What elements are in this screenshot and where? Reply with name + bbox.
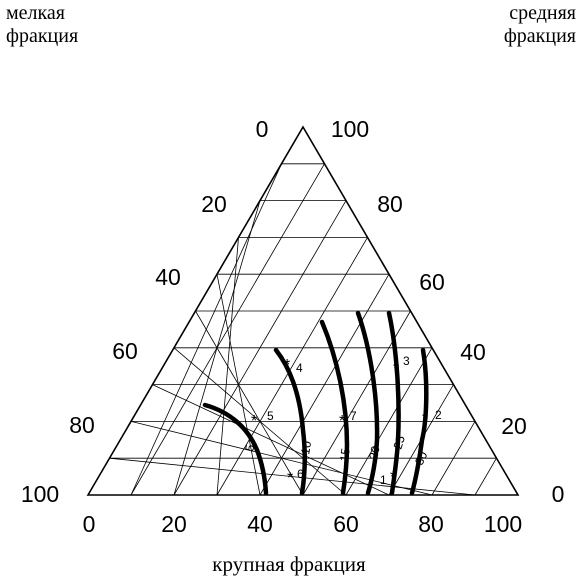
curve-label-5: 5 [242, 443, 257, 453]
grid-line-left-parallel [345, 347, 433, 496]
point-label-6: 6 [297, 467, 304, 481]
curve-label-10: 10 [298, 440, 314, 456]
fine-fraction-line1: мелкая [6, 2, 66, 24]
grid-line-right-parallel [130, 421, 433, 496]
curve-label-20: 20 [366, 444, 383, 460]
point-4: * 4 [284, 357, 303, 375]
contour-curve-10 [273, 347, 308, 496]
point-label-3: 3 [403, 354, 410, 368]
point-6: * 6 [287, 467, 304, 487]
bottom-axis-ticks: 0 20 40 60 80 100 [83, 511, 523, 537]
bottom-tick-80: 80 [418, 511, 444, 537]
contour-curve-5 [202, 402, 269, 496]
point-label-5: 5 [267, 409, 274, 423]
contour-curve-20 [355, 310, 380, 496]
right-tick-60: 60 [419, 269, 445, 295]
svg-text:*: * [390, 469, 396, 486]
point-3: * 3 [393, 354, 410, 378]
svg-text:*: * [422, 411, 428, 428]
curve-labels: 5 10 15 20 25 30 [242, 434, 430, 468]
left-tick-0: 0 [256, 116, 269, 142]
curve-label-15: 15 [337, 447, 353, 462]
curve-label-25: 25 [391, 434, 409, 451]
data-points: * 1 * 2 * 3 * 4 * 5 * 6 * 7 [251, 354, 442, 487]
point-7: * 7 [339, 409, 357, 430]
svg-text:*: * [284, 357, 290, 374]
left-tick-20: 20 [201, 191, 227, 217]
svg-text:*: * [287, 470, 293, 487]
contour-curve-15 [319, 319, 350, 496]
point-label-4: 4 [296, 361, 303, 375]
right-tick-80: 80 [377, 191, 403, 217]
contour-curves [202, 310, 429, 496]
left-tick-40: 40 [155, 264, 181, 290]
point-5: * 5 [251, 409, 274, 430]
fine-fraction-label: мелкая фракция [6, 2, 78, 48]
grid-line-right-parallel [195, 310, 304, 496]
grid-line-left-parallel [474, 457, 497, 496]
medium-fraction-line1: средняя [509, 2, 576, 24]
contour-curve-30 [409, 347, 429, 496]
fine-fraction-line2: фракция [6, 25, 79, 47]
bottom-tick-60: 60 [333, 511, 359, 537]
grid-line-left-parallel [431, 421, 476, 496]
medium-fraction-line2: фракция [503, 25, 576, 47]
point-label-7: 7 [350, 409, 357, 423]
svg-text:*: * [339, 413, 345, 430]
curve-label-30: 30 [412, 449, 430, 467]
svg-text:*: * [251, 413, 257, 430]
grid-line-left-parallel [216, 237, 368, 496]
right-tick-100: 100 [331, 116, 369, 142]
contour-curve-25 [386, 310, 401, 496]
right-tick-0: 0 [552, 481, 565, 507]
bottom-tick-20: 20 [161, 511, 187, 537]
left-axis-ticks: 0 20 40 60 80 100 [21, 116, 269, 507]
grid-line-right-parallel [173, 347, 347, 496]
grid-line-right-parallel [152, 384, 390, 496]
left-tick-100: 100 [21, 481, 59, 507]
point-label-1: 1 [380, 473, 387, 487]
coarse-fraction-label: крупная фракция [212, 552, 366, 576]
bottom-tick-40: 40 [247, 511, 273, 537]
bottom-tick-100: 100 [484, 511, 522, 537]
point-label-2: 2 [435, 408, 442, 422]
bottom-tick-0: 0 [83, 511, 96, 537]
point-1: * 1 [380, 469, 396, 487]
medium-fraction-label: средняя фракция [504, 2, 576, 48]
right-tick-40: 40 [460, 339, 486, 365]
right-axis-ticks: 100 80 60 40 20 0 [331, 116, 565, 507]
svg-text:*: * [393, 361, 399, 378]
left-tick-80: 80 [69, 412, 95, 438]
right-tick-20: 20 [501, 413, 527, 439]
left-tick-60: 60 [112, 338, 138, 364]
point-2: * 2 [422, 408, 442, 428]
